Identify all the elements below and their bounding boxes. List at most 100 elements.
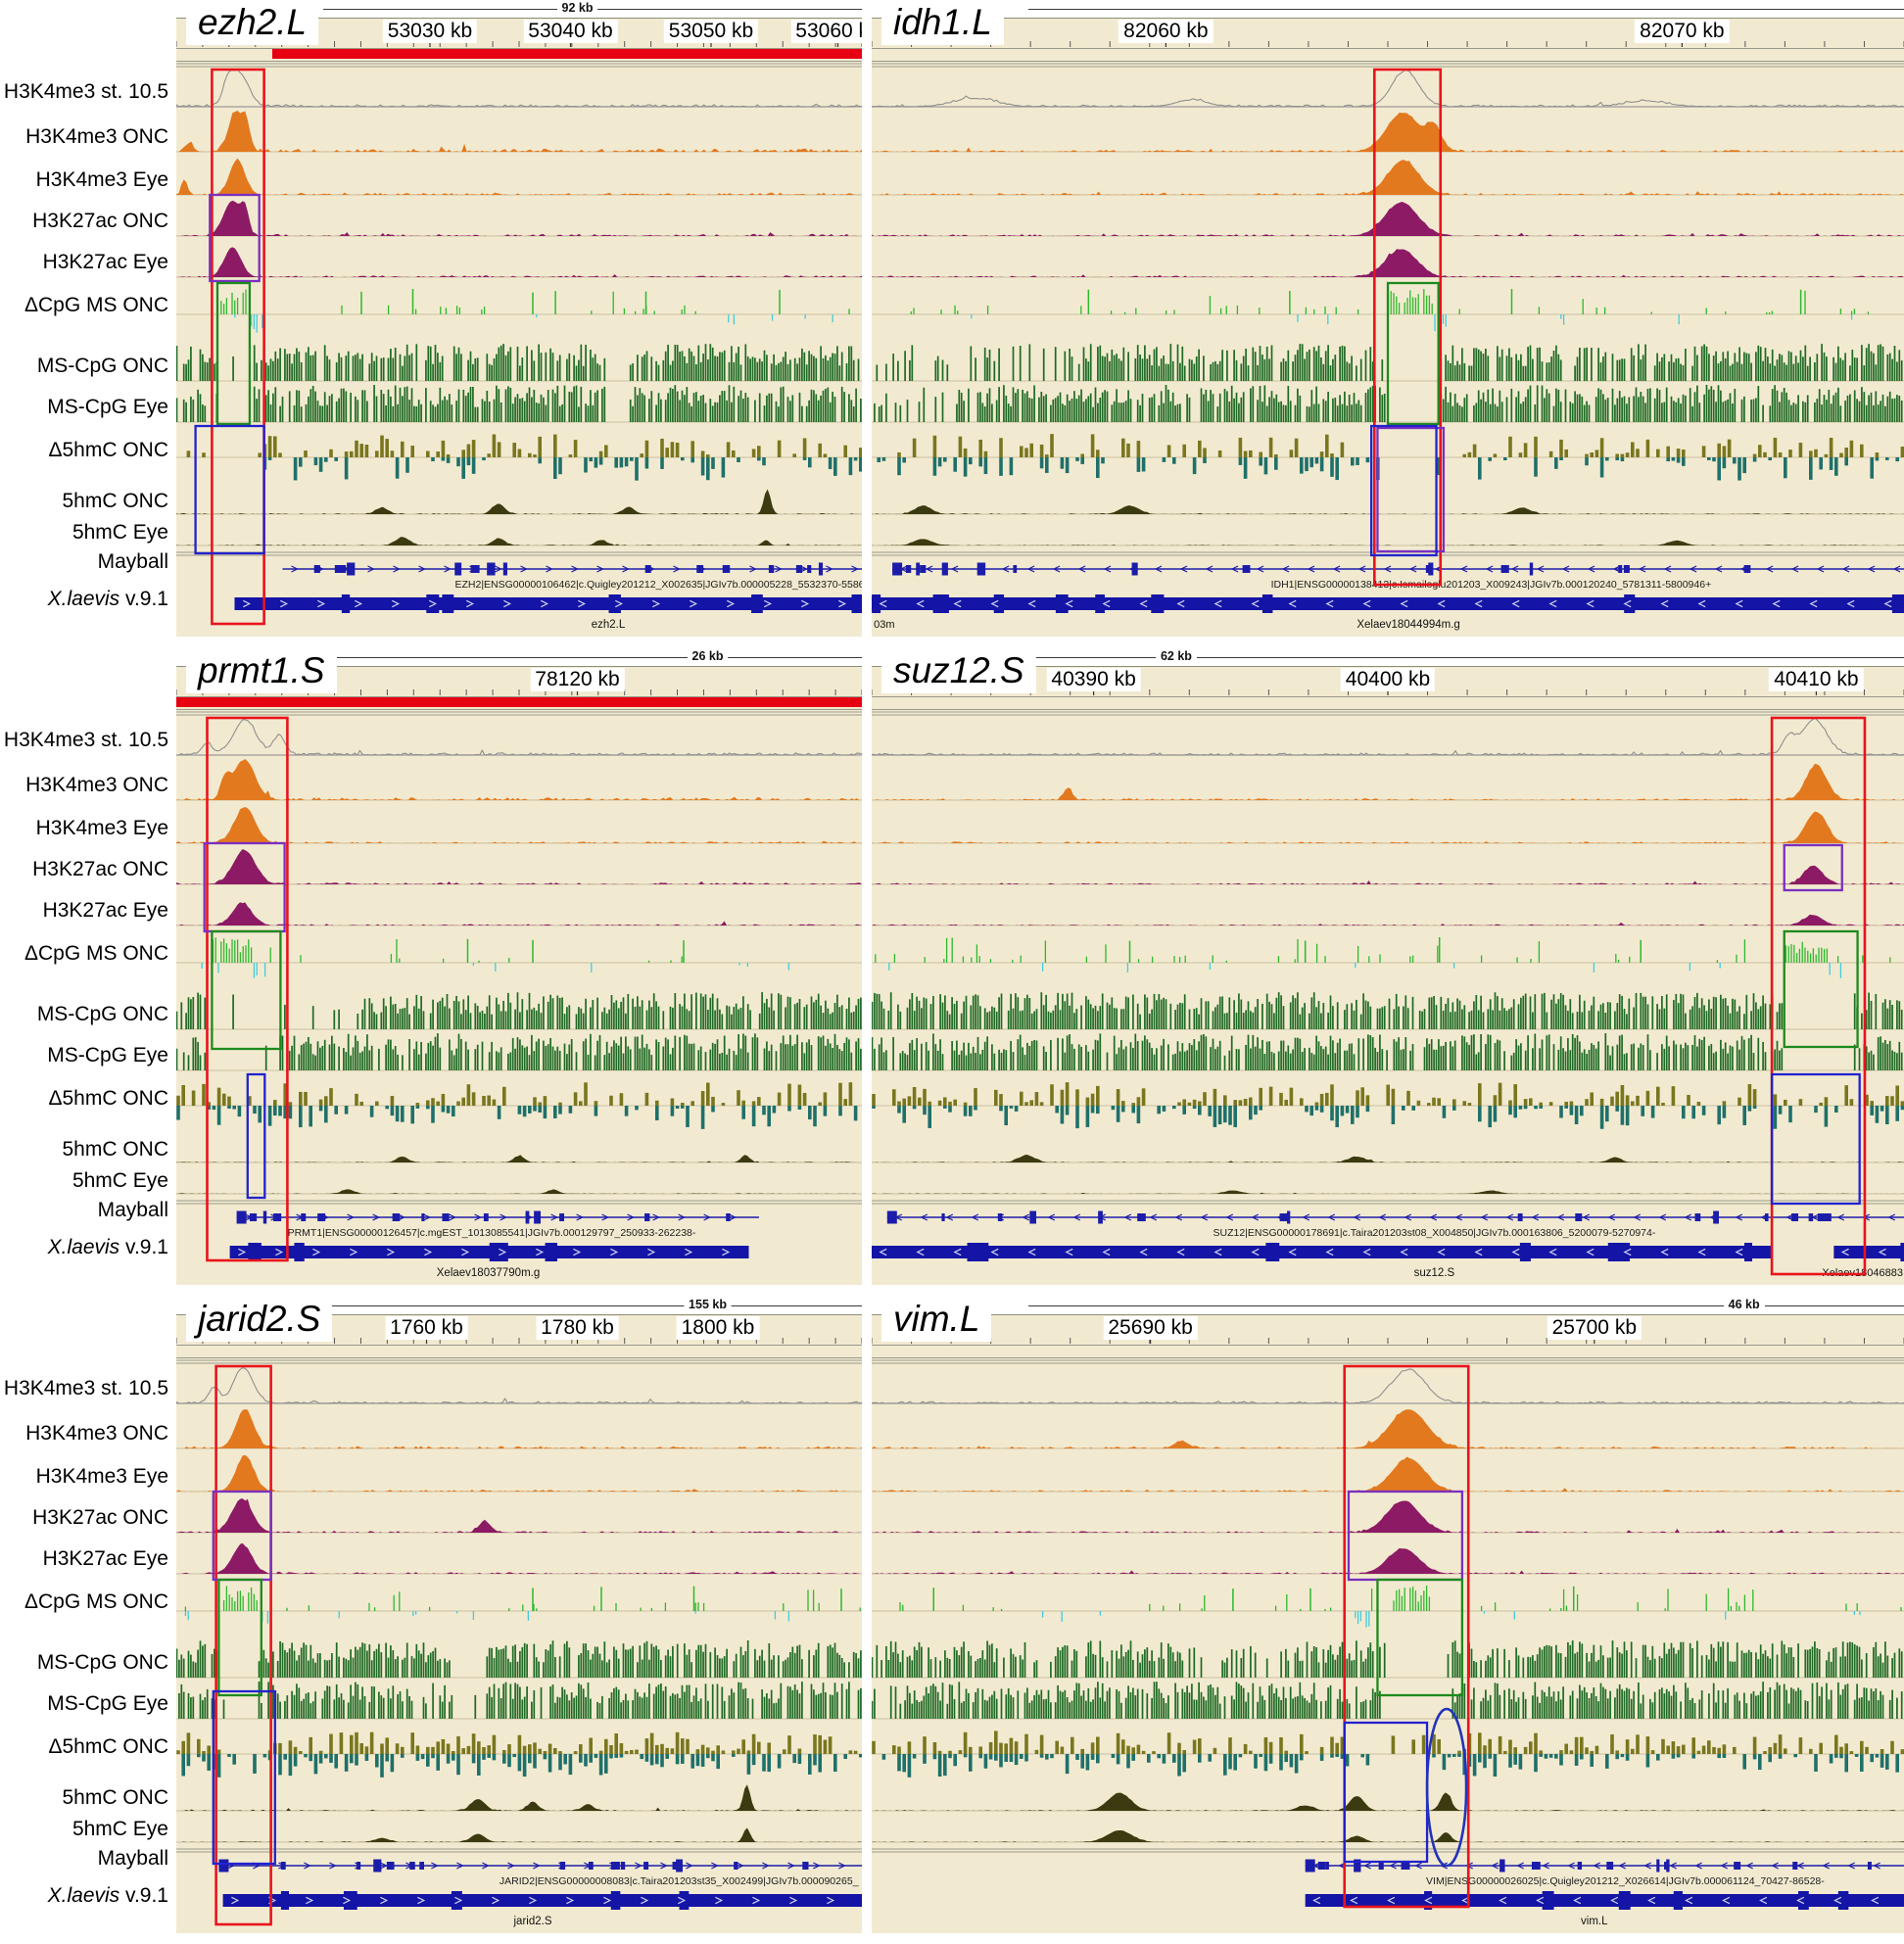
scale-bar-row: 26 kb xyxy=(176,648,862,666)
tracks-canvas: EZH2|ENSG00000106462|c.Quigley201212_X00… xyxy=(176,63,862,631)
tracks-canvas: IDH1|ENSG00000138413|c.Ismailoglu201203_… xyxy=(872,63,1904,631)
track-label-2: H3K4me3 Eye xyxy=(35,1465,168,1488)
ruler-ticks xyxy=(872,1335,1904,1344)
track-label-0: H3K4me3 st. 10.5 xyxy=(3,729,168,751)
genome-panel-ezh2: ezh2.L 92 kb 53030 kb 53040 kb 53050 kb 53060… xyxy=(176,0,862,637)
track-st105 xyxy=(872,1368,1904,1404)
coordinate-label: 53040 kb xyxy=(523,20,618,43)
track-k4eye xyxy=(872,160,1904,195)
track-k27eye xyxy=(872,249,1904,277)
track-dcpg xyxy=(220,289,850,333)
highlight-red-box xyxy=(1770,716,1867,1276)
ideogram-band-row xyxy=(872,696,1904,710)
track-label-4: H3K27ac Eye xyxy=(42,899,168,922)
coordinate-label: 40410 kb xyxy=(1769,668,1864,691)
gene-annotation-text: SUZ12|ENSG00000178691|c.Taira201203st08_… xyxy=(1213,1227,1655,1239)
xlaevis-gene-label: jarid2.S xyxy=(513,1916,552,1927)
track-label-italic-part: X.laevis xyxy=(47,1236,120,1258)
gene-annotation-text: JARID2|ENSG00000008083|c.Taira201203st35… xyxy=(500,1875,859,1887)
scale-bar-row: 155 kb xyxy=(176,1297,862,1314)
panel-title-prmt1: prmt1.S xyxy=(186,648,337,693)
track-label-0: H3K4me3 st. 10.5 xyxy=(3,80,168,103)
track-label-normal-part: v.9.1 xyxy=(119,1884,168,1907)
track-hmconc xyxy=(176,1784,862,1811)
ideogram-band-row xyxy=(176,696,862,710)
track-mseye xyxy=(178,1682,862,1719)
coordinate-label: 53030 kb xyxy=(382,20,478,43)
xlaevis-gene-label: Xelaev18037790m.g xyxy=(437,1267,541,1279)
track-st105 xyxy=(872,717,1904,756)
genome-panel-prmt1: prmt1.S 26 kb 78120 kb PRMT1|ENSG0000012645… xyxy=(176,648,862,1285)
track-label-0: H3K4me3 st. 10.5 xyxy=(3,1377,168,1399)
highlight-red-box xyxy=(211,68,265,626)
track-label-11: Mayball xyxy=(97,1199,168,1221)
track-label-9: 5hmC ONC xyxy=(62,490,168,512)
track-msonc xyxy=(176,992,862,1029)
track-k27eye xyxy=(872,1547,1904,1574)
track-label-9: 5hmC ONC xyxy=(62,1138,168,1161)
panel-title-ezh2: ezh2.L xyxy=(186,0,319,45)
track-label-7: MS-CpG Eye xyxy=(47,1692,168,1715)
scale-bar-row: 92 kb xyxy=(176,0,862,18)
track-label-1: H3K4me3 ONC xyxy=(25,1422,168,1445)
track-hmceye xyxy=(872,1830,1904,1842)
coordinate-label: 78120 kb xyxy=(530,668,625,691)
track-k27eye xyxy=(872,914,1904,925)
track-d5hmc xyxy=(176,1731,862,1778)
coordinate-ruler: 25690 kb 25700 kb xyxy=(872,1314,1904,1345)
panel-row-1: H3K4me3 st. 10.5 H3K4me3 ONC H3K4me3 Eye H3… xyxy=(0,0,1904,637)
mayball-gene-model: SUZ12|ENSG00000178691|c.Taira201203st08_… xyxy=(886,1210,1904,1239)
scale-indicator: 26 kb xyxy=(687,648,729,665)
track-mseye xyxy=(874,385,1903,422)
xlaevis-gene-bar: Xelaev18037790m.g xyxy=(229,1243,749,1279)
track-k4onc xyxy=(872,763,1904,800)
xlaevis-gene-label: ezh2.L xyxy=(592,619,626,631)
track-label-10: 5hmC Eye xyxy=(71,1169,168,1192)
coordinate-label: 25700 kb xyxy=(1547,1316,1642,1340)
track-label-italic-part: X.laevis xyxy=(47,588,120,610)
mayball-gene-model: EZH2|ENSG00000106462|c.Quigley201212_X00… xyxy=(282,562,862,591)
track-label-7: MS-CpG Eye xyxy=(47,396,168,418)
highlight-green-box xyxy=(1783,929,1859,1049)
track-k4eye xyxy=(176,1454,862,1492)
track-label-column: H3K4me3 st. 10.5 H3K4me3 ONC H3K4me3 Eye H3… xyxy=(0,0,174,637)
track-hmconc xyxy=(872,1155,1904,1162)
track-k4onc xyxy=(176,1409,862,1448)
track-msonc xyxy=(176,344,860,381)
track-k27onc xyxy=(872,1500,1904,1533)
track-mseye xyxy=(176,385,862,422)
track-label-12: X.laevis v.9.1 xyxy=(0,1883,168,1909)
highlight-green-box xyxy=(211,929,282,1051)
track-mseye xyxy=(872,1033,1903,1070)
track-mseye xyxy=(872,1682,1903,1719)
xlaevis-gene-label: Xelaev18044994m.g xyxy=(1357,619,1460,631)
xlaevis-gene-bar: jarid2.S xyxy=(222,1891,862,1927)
track-label-5: ΔCpG MS ONC xyxy=(24,294,168,316)
track-d5hmc xyxy=(176,1082,858,1129)
track-k27onc xyxy=(872,865,1904,884)
track-label-normal-part: v.9.1 xyxy=(119,1236,168,1258)
tracks-canvas: SUZ12|ENSG00000178691|c.Taira201203st08_… xyxy=(872,711,1904,1279)
scale-indicator: 46 kb xyxy=(1723,1297,1765,1313)
coordinate-label: 1760 kb xyxy=(385,1316,468,1340)
track-d5hmc xyxy=(186,434,862,481)
track-st105 xyxy=(176,69,862,108)
coordinate-label: 25690 kb xyxy=(1103,1316,1198,1340)
track-label-11: Mayball xyxy=(97,1847,168,1870)
track-hmceye xyxy=(176,1189,862,1194)
track-label-2: H3K4me3 Eye xyxy=(35,168,168,191)
track-label-12: X.laevis v.9.1 xyxy=(0,587,168,612)
track-label-8: Δ5hmC ONC xyxy=(48,439,168,461)
track-d5hmc xyxy=(872,1731,1904,1778)
track-k27onc xyxy=(176,849,862,884)
highlight-purple-box xyxy=(1783,843,1843,892)
track-label-italic-part: X.laevis xyxy=(47,1884,120,1907)
coordinate-label: 82060 kb xyxy=(1119,20,1214,43)
highlight-red-box xyxy=(214,1364,272,1926)
tracks-canvas: JARID2|ENSG00000008083|c.Taira201203st35… xyxy=(176,1359,862,1927)
highlight-green-box xyxy=(1376,1578,1464,1697)
scale-line xyxy=(323,657,862,658)
highlight-red-box xyxy=(1343,1364,1470,1909)
track-d5hmc xyxy=(872,1082,1904,1129)
panel-title-suz12: suz12.S xyxy=(881,648,1036,693)
